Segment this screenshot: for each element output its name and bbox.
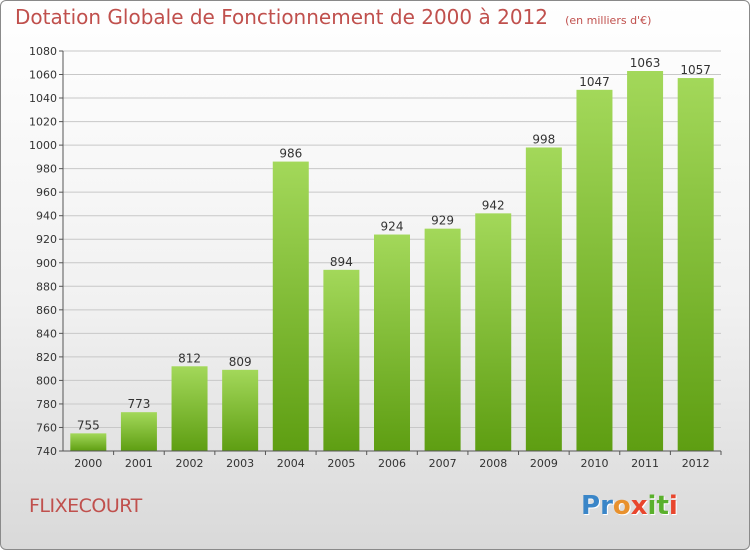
chart-subtitle: (en milliers d'€) bbox=[565, 14, 652, 27]
y-axis: 740 760 780 800 820 840 860 880 900 920 940 960 980 1… bbox=[29, 45, 64, 458]
y-tick-label: 1080 bbox=[29, 45, 57, 58]
commune-name: FLIXECOURT bbox=[29, 495, 142, 517]
data-label: 924 bbox=[381, 220, 404, 234]
data-label: 986 bbox=[279, 147, 302, 161]
x-tick-label: 2009 bbox=[530, 457, 558, 470]
bar bbox=[576, 89, 613, 451]
bar bbox=[120, 412, 157, 451]
data-label: 1057 bbox=[680, 63, 711, 77]
y-tick-label: 740 bbox=[36, 445, 57, 458]
logo-letter: r bbox=[600, 491, 613, 521]
x-tick-label: 2002 bbox=[176, 457, 204, 470]
y-tick-label: 1040 bbox=[29, 92, 57, 105]
bar bbox=[171, 366, 208, 451]
y-tick-label: 920 bbox=[36, 233, 57, 246]
data-label: 998 bbox=[532, 132, 555, 146]
y-tick-label: 820 bbox=[36, 351, 57, 364]
data-label: 755 bbox=[77, 418, 100, 432]
y-tick-label: 1000 bbox=[29, 139, 57, 152]
data-label: 773 bbox=[127, 397, 150, 411]
x-axis: 2000 2001 2002 2003 2004 2005 2006 2007 2008 2009… bbox=[63, 450, 722, 470]
bar bbox=[525, 147, 562, 451]
x-tick-label: 2006 bbox=[378, 457, 406, 470]
bars: 755 773 812 809 986 894 924 929 942 998 1047 1063 10… bbox=[70, 56, 714, 451]
data-label: 812 bbox=[178, 351, 201, 365]
y-tick-label: 880 bbox=[36, 280, 57, 293]
logo-letter: i bbox=[647, 491, 657, 521]
y-tick-label: 1060 bbox=[29, 69, 57, 82]
bar bbox=[627, 71, 664, 451]
y-tick-label: 1020 bbox=[29, 116, 57, 129]
bar bbox=[424, 228, 461, 451]
bar bbox=[374, 234, 410, 451]
bar bbox=[222, 369, 259, 451]
bar bbox=[677, 78, 714, 451]
x-tick-label: 2010 bbox=[580, 457, 608, 470]
data-label: 809 bbox=[229, 355, 252, 369]
x-tick-label: 2007 bbox=[429, 457, 457, 470]
data-label: 929 bbox=[431, 214, 454, 228]
bar bbox=[323, 269, 360, 451]
y-tick-label: 800 bbox=[36, 374, 57, 387]
y-tick-label: 860 bbox=[36, 304, 57, 317]
logo-letter: o bbox=[612, 491, 631, 521]
bar bbox=[272, 161, 309, 451]
y-tick-label: 980 bbox=[36, 163, 57, 176]
x-tick-label: 2005 bbox=[327, 457, 355, 470]
y-tick-label: 840 bbox=[36, 327, 57, 340]
y-tick-label: 760 bbox=[36, 421, 57, 434]
x-tick-label: 2000 bbox=[74, 457, 102, 470]
proxiti-logo: Proxiti bbox=[581, 491, 678, 521]
x-tick-label: 2004 bbox=[277, 457, 305, 470]
y-tick-label: 780 bbox=[36, 398, 57, 411]
x-tick-label: 2003 bbox=[226, 457, 254, 470]
logo-letter: t bbox=[656, 491, 669, 521]
x-tick-label: 2001 bbox=[125, 457, 153, 470]
chart-title: Dotation Globale de Fonctionnement de 20… bbox=[15, 5, 548, 29]
logo-letter: x bbox=[630, 491, 648, 521]
logo-letter: i bbox=[668, 491, 678, 521]
y-tick-label: 900 bbox=[36, 257, 57, 270]
data-label: 1063 bbox=[630, 56, 661, 70]
y-tick-label: 940 bbox=[36, 210, 57, 223]
y-tick-label: 960 bbox=[36, 186, 57, 199]
bar bbox=[475, 213, 512, 451]
x-tick-label: 2011 bbox=[631, 457, 659, 470]
title-row: Dotation Globale de Fonctionnement de 20… bbox=[15, 5, 651, 29]
x-tick-label: 2008 bbox=[479, 457, 507, 470]
data-label: 1047 bbox=[579, 75, 610, 89]
logo-letter: P bbox=[581, 491, 601, 521]
data-label: 942 bbox=[482, 198, 505, 212]
data-label: 894 bbox=[330, 255, 353, 269]
x-tick-label: 2012 bbox=[682, 457, 710, 470]
bar bbox=[70, 433, 107, 451]
